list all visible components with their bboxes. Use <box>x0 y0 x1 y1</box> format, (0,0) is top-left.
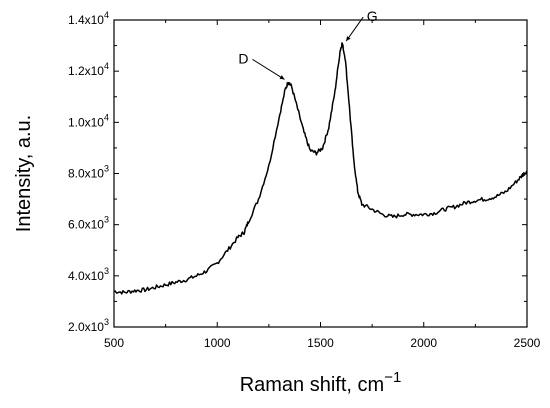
x-axis-ticks: 500 1000 1500 2000 2500 <box>104 20 541 350</box>
x-tick-label: 2000 <box>410 336 437 350</box>
y-axis-ticks: 2.0x103 4.0x103 6.0x103 8.0x103 1.0x104 1.2x1… <box>68 10 527 334</box>
annotation-arrowhead <box>346 36 351 42</box>
y-tick-label: 4.0x103 <box>68 266 109 283</box>
x-tick-label: 2500 <box>514 336 541 350</box>
x-tick-label: 1500 <box>307 336 334 350</box>
plot-area: 2.0x103 4.0x103 6.0x103 8.0x103 1.0x104 1.2x1… <box>68 8 541 350</box>
x-tick-label: 500 <box>104 336 124 350</box>
peak-annotations: DG <box>238 8 378 80</box>
y-tick-label: 1.2x104 <box>68 61 109 78</box>
annotation-arrowhead <box>279 75 285 80</box>
y-tick-label: 6.0x103 <box>68 215 109 232</box>
x-axis-title-superscript: −1 <box>384 369 401 386</box>
x-tick-label: 1000 <box>204 336 231 350</box>
plot-frame <box>113 19 528 328</box>
annotation-arrow <box>252 58 285 80</box>
annotation-label: G <box>367 8 378 24</box>
x-axis-title-text: Raman shift, cm <box>240 374 384 396</box>
y-tick-label: 1.0x104 <box>68 112 109 129</box>
y-tick-label: 1.4x104 <box>68 10 109 27</box>
y-axis-title: Intensity, a.u. <box>13 115 35 232</box>
y-tick-label: 8.0x103 <box>68 164 109 181</box>
y-tick-label: 2.0x103 <box>68 317 109 334</box>
annotation-d: D <box>238 50 285 80</box>
annotation-g: G <box>345 8 378 42</box>
spectrum-line <box>113 42 528 295</box>
annotation-arrow <box>345 16 364 42</box>
x-axis-title: Raman shift, cm−1 <box>240 369 402 396</box>
annotation-label: D <box>238 50 248 66</box>
